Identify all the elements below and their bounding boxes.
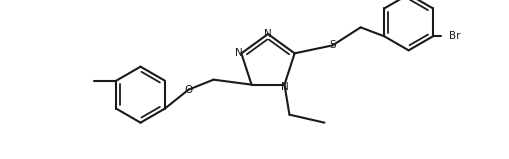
Text: O: O [184,85,192,95]
Text: N: N [235,48,243,58]
Text: Br: Br [448,31,460,41]
Text: S: S [329,40,335,50]
Text: N: N [264,29,271,39]
Text: N: N [280,82,288,92]
